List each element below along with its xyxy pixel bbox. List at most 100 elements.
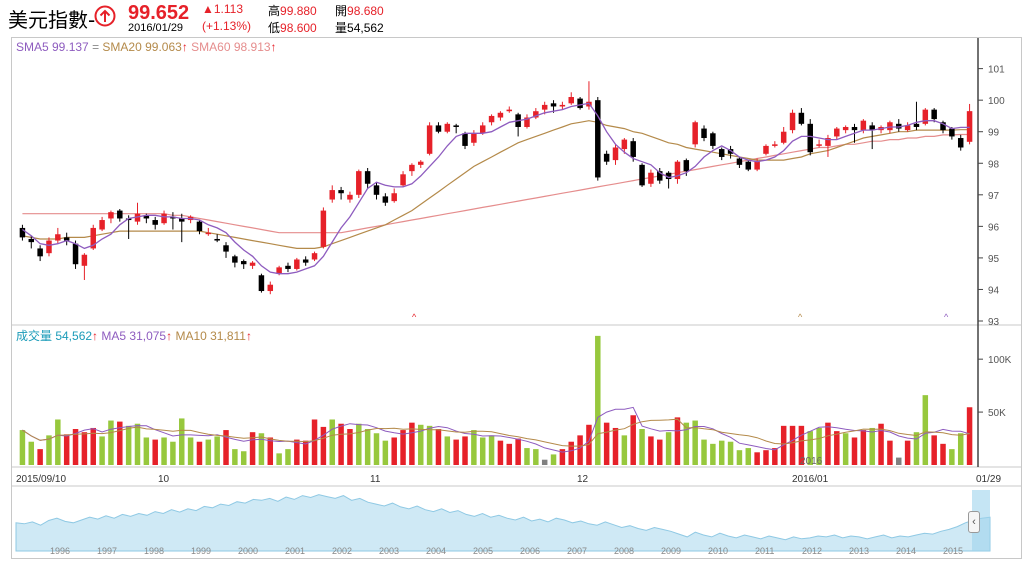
candle-body xyxy=(400,174,406,186)
candle-body xyxy=(497,112,504,118)
candle-body xyxy=(347,194,353,200)
candle-body xyxy=(639,164,645,186)
candle-body xyxy=(276,267,282,274)
volume-ma10-polyline xyxy=(22,418,970,447)
volume-bar xyxy=(356,423,362,465)
volume-bar xyxy=(595,335,601,465)
candle-body xyxy=(506,109,513,112)
volume-bar xyxy=(311,419,318,465)
volume-bar xyxy=(134,423,141,465)
volume-bar xyxy=(533,449,539,465)
volume-bar xyxy=(515,438,521,465)
volume-bar xyxy=(125,425,132,465)
candle-body xyxy=(630,141,636,157)
volume-bar xyxy=(789,425,796,465)
volume-bar xyxy=(541,459,548,465)
volume-bar xyxy=(772,448,778,465)
candle-body xyxy=(302,259,309,263)
sma20-line xyxy=(22,120,970,249)
ma5-legend: MA5 31,075 xyxy=(101,329,167,343)
candle-body xyxy=(196,221,203,232)
navigator-year-2011: 2011 xyxy=(755,546,774,556)
chart-canvas: 93 94 95 96 97 98 99 100 101 50K 100K 1996 1997 1998… xyxy=(12,38,1021,556)
navigator-year-2009: 2009 xyxy=(661,546,681,556)
candle-body xyxy=(842,126,849,131)
price-tick-label-99: 99 xyxy=(988,128,1000,139)
candle-body xyxy=(223,245,229,252)
volume-bar xyxy=(630,415,636,465)
instrument-title: 美元指數- xyxy=(8,8,96,32)
volume-bar xyxy=(435,429,442,465)
candle-body xyxy=(170,216,176,219)
volume-bar xyxy=(834,431,840,465)
x-label-inner: 2016 xyxy=(800,456,823,467)
volume-ma5-polyline xyxy=(22,406,970,453)
navigator-selection xyxy=(972,490,990,551)
candle-body xyxy=(727,149,734,154)
candle-body xyxy=(825,138,831,146)
volume-bar xyxy=(364,429,371,465)
ma10-legend: MA10 31,811 xyxy=(175,329,246,343)
candle-body xyxy=(453,125,459,127)
volume-bar xyxy=(807,431,813,465)
navigator-year-1999: 1999 xyxy=(191,546,211,556)
candle-body xyxy=(205,232,212,235)
candle-body xyxy=(931,109,937,120)
volume-bar xyxy=(338,423,344,465)
chart-panel[interactable]: SMA5 99.137 = SMA20 99.063↑ SMA60 98.913… xyxy=(11,37,1022,559)
candle-body xyxy=(294,259,300,269)
volume-bar xyxy=(754,452,760,465)
volume-bar xyxy=(90,427,96,465)
low-stat: 低98.600 xyxy=(268,19,317,36)
candle-body xyxy=(524,117,530,127)
volume-bar xyxy=(179,418,185,465)
sma20-polyline xyxy=(22,120,970,249)
navigator-year-2005: 2005 xyxy=(473,546,493,556)
volume-bar xyxy=(559,449,566,465)
volume-bar xyxy=(940,443,946,465)
candle-body xyxy=(612,147,619,161)
volume-bar xyxy=(267,437,274,465)
volume-bar xyxy=(736,450,743,465)
open-label: 開 xyxy=(335,4,348,18)
volume-bar xyxy=(187,437,194,465)
navigator-year-2003: 2003 xyxy=(379,546,399,556)
candle-body xyxy=(940,122,946,131)
marker-1: ^ xyxy=(412,312,417,322)
candle-body xyxy=(772,144,778,146)
price-legend: SMA5 99.137 = SMA20 99.063↑ SMA60 98.913… xyxy=(16,40,277,54)
candle-body xyxy=(258,275,265,292)
candle-body xyxy=(807,123,813,153)
volume-bar xyxy=(896,457,902,465)
x-label-oct: 10 xyxy=(158,474,170,485)
volume-bar xyxy=(497,440,504,465)
volume-legend-value: 成交量 54,562 xyxy=(16,329,93,343)
volume-tick-label-100K: 100K xyxy=(988,355,1012,366)
price-tick-label-93: 93 xyxy=(988,317,1000,328)
volume-bar xyxy=(692,420,698,465)
sma60-trend: ↑ xyxy=(270,40,277,54)
candle-body xyxy=(754,161,760,170)
volume-bar xyxy=(727,441,734,465)
volume-bar xyxy=(931,435,937,465)
x-label-start: 2015/09/10 xyxy=(16,474,66,485)
candle-body xyxy=(541,104,548,110)
high-label: 高 xyxy=(268,4,281,18)
candle-body xyxy=(409,164,415,172)
candle-body xyxy=(550,103,557,107)
candle-body xyxy=(391,193,397,202)
navigator-left-handle[interactable]: ‹ xyxy=(968,511,980,533)
volume-bar xyxy=(665,432,672,465)
volume-bar xyxy=(108,420,114,465)
candle-body xyxy=(117,210,123,219)
volume-bar xyxy=(869,427,875,465)
price-tick-label-100: 100 xyxy=(988,96,1005,107)
volume-bar xyxy=(285,449,291,465)
candle-body xyxy=(37,248,43,257)
volume-bar xyxy=(577,435,583,465)
high-value: 99.880 xyxy=(280,4,317,18)
candle-body xyxy=(99,220,105,230)
volume-bar xyxy=(400,430,406,465)
price-tick-label-96: 96 xyxy=(988,222,1000,233)
candle-body xyxy=(949,128,955,137)
